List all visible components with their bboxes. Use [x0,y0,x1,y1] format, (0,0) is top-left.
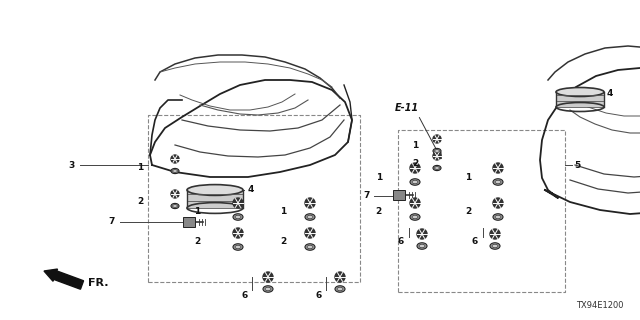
Bar [187,190,243,208]
Text: 2: 2 [465,207,471,217]
Bar [183,217,195,227]
Ellipse shape [495,180,501,184]
Ellipse shape [307,215,313,219]
Text: 7: 7 [364,191,370,201]
Ellipse shape [556,87,604,97]
Text: 6: 6 [315,292,321,300]
Circle shape [490,229,500,239]
Circle shape [410,198,420,208]
Ellipse shape [233,214,243,220]
Text: 2: 2 [194,237,200,246]
Text: 2: 2 [376,207,382,217]
Bar [556,92,604,107]
Text: 1: 1 [137,163,143,172]
Ellipse shape [307,245,313,249]
Circle shape [493,163,503,173]
Circle shape [433,135,441,143]
Ellipse shape [265,287,271,291]
Circle shape [410,163,420,173]
Ellipse shape [435,149,440,152]
Text: 1: 1 [465,172,471,181]
FancyArrow shape [44,269,84,289]
Text: 2: 2 [137,197,143,206]
Text: 1: 1 [412,141,419,150]
Ellipse shape [435,167,440,169]
Ellipse shape [410,214,420,220]
Ellipse shape [433,148,441,154]
Ellipse shape [412,180,418,184]
Ellipse shape [412,215,418,219]
Ellipse shape [171,204,179,209]
Text: 6: 6 [398,237,404,246]
Text: TX94E1200: TX94E1200 [576,301,624,310]
Ellipse shape [495,215,501,219]
Ellipse shape [492,244,498,248]
Circle shape [305,198,315,208]
Text: 1: 1 [194,207,200,217]
Ellipse shape [173,170,177,172]
Text: 1: 1 [280,207,286,217]
Text: E-11: E-11 [395,103,419,113]
Ellipse shape [233,244,243,250]
Text: 7: 7 [108,218,115,227]
Ellipse shape [235,215,241,219]
Text: 6: 6 [472,237,478,246]
Ellipse shape [490,243,500,249]
Circle shape [171,190,179,198]
Text: FR.: FR. [88,278,109,288]
Ellipse shape [493,179,503,185]
Ellipse shape [187,185,243,196]
Circle shape [493,198,503,208]
Ellipse shape [493,214,503,220]
Ellipse shape [235,245,241,249]
Text: 4: 4 [607,89,613,98]
Ellipse shape [305,244,315,250]
Circle shape [417,229,427,239]
Ellipse shape [417,243,427,249]
Circle shape [233,198,243,208]
Ellipse shape [171,168,179,173]
Ellipse shape [419,244,425,248]
Circle shape [433,152,441,160]
Ellipse shape [433,165,441,171]
Text: 5: 5 [574,161,580,170]
Text: 1: 1 [376,172,382,181]
Bar [393,190,405,200]
Text: 6: 6 [241,292,247,300]
Ellipse shape [263,286,273,292]
Ellipse shape [305,214,315,220]
Circle shape [263,272,273,282]
Ellipse shape [173,204,177,207]
Circle shape [305,228,315,238]
Ellipse shape [335,286,345,292]
Circle shape [335,272,345,282]
Circle shape [171,155,179,163]
Text: 4: 4 [248,186,254,195]
Text: 2: 2 [412,158,419,167]
Ellipse shape [410,179,420,185]
Circle shape [233,228,243,238]
Text: 2: 2 [280,237,286,246]
Text: 3: 3 [68,161,74,170]
Ellipse shape [337,287,343,291]
